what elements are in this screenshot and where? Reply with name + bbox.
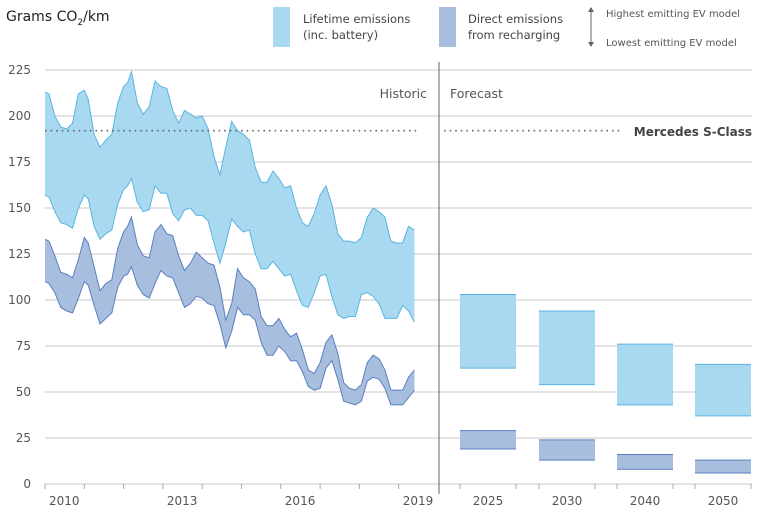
x-tick-label-2010: 2010 [49,494,80,508]
y-tick-label-175: 175 [8,155,31,169]
forecast-label-2030: 2030 [552,494,583,508]
x-axis: 2010 2013 2016 2019 2025 2030 2040 2050 [44,483,752,508]
band-lifetime-low-line [44,177,415,323]
forecast-label-2040: 2040 [630,494,661,508]
legend-lifetime-line1: Lifetime emissions [303,12,410,26]
range-arrow-icon [588,7,594,47]
legend-lifetime-line2: (inc. battery) [303,28,378,42]
legend-direct-line2: from recharging [468,28,560,42]
y-axis-title: Grams CO2/km [6,9,110,28]
legend-swatch-direct [439,7,456,47]
forecast-lifetime-box-2025 [460,294,516,369]
band-direct-high-line [44,215,415,391]
x-tick-label-2019: 2019 [403,494,434,508]
historic-label: Historic [380,86,428,101]
band-direct-low-line [44,265,415,406]
y-tick-label-25: 25 [16,431,31,445]
band-direct [45,217,415,405]
forecast-direct-box-2040 [617,454,673,470]
forecast-lifetime-box-2050 [695,364,751,416]
forecast-label-2025: 2025 [473,494,504,508]
legend-swatch-lifetime [273,7,290,47]
forecast-bars [460,293,751,474]
y-tick-label-225: 225 [8,63,31,77]
forecast-direct-box-2050 [695,460,751,473]
y-tick-label-0: 0 [23,477,31,491]
x-tick-label-2013: 2013 [167,494,198,508]
forecast-label-2050: 2050 [708,494,739,508]
forecast-direct-box-2030 [539,439,595,461]
band-lifetime [45,71,415,323]
forecast-label: Forecast [450,86,503,101]
y-tick-label-100: 100 [8,293,31,307]
forecast-lifetime-box-2030 [539,311,595,385]
y-tick-labels: 0 25 50 75 100 125 150 175 200 225 [8,63,31,491]
legend-lowest-model: Lowest emitting EV model [606,38,737,49]
x-tick-label-2016: 2016 [285,494,316,508]
y-tick-label-150: 150 [8,201,31,215]
forecast-direct-box-2025 [460,430,516,450]
forecast-lifetime-box-2040 [617,344,673,405]
legend-direct-line1: Direct emissions [468,12,563,26]
band-lifetime-high-line [44,69,415,244]
y-tick-label-75: 75 [16,339,31,353]
reference-line-label: Mercedes S-Class [634,125,752,139]
y-tick-label-50: 50 [16,385,31,399]
y-tick-label-200: 200 [8,109,31,123]
legend-highest-model: Highest emitting EV model [606,9,740,20]
historic-bands [44,69,415,406]
y-tick-label-125: 125 [8,247,31,261]
legend: Lifetime emissions (inc. battery) Direct… [273,7,740,49]
